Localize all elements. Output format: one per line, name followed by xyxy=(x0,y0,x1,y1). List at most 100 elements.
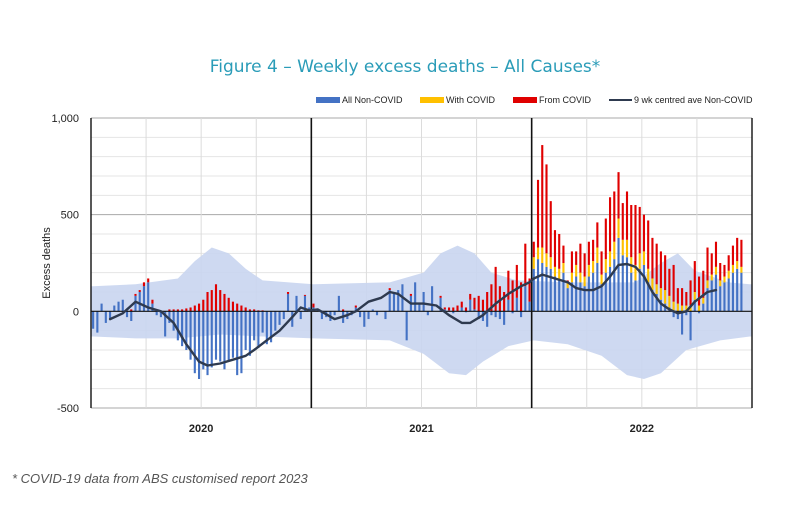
bar-non-covid xyxy=(117,301,120,312)
bar-with-covid xyxy=(549,257,552,269)
bar-non-covid xyxy=(367,311,370,320)
bar-non-covid xyxy=(541,263,544,312)
bar-with-covid xyxy=(693,292,696,300)
bar-from-covid xyxy=(515,264,518,298)
bar-from-covid xyxy=(664,255,667,291)
bar-from-covid xyxy=(676,288,679,304)
bar-non-covid xyxy=(278,311,281,325)
bar-from-covid xyxy=(697,276,701,306)
bar-from-covid xyxy=(570,251,573,273)
bar-non-covid xyxy=(702,303,705,312)
bar-with-covid xyxy=(642,251,646,265)
x-tick-label: 2021 xyxy=(409,423,433,435)
bar-non-covid xyxy=(549,268,552,312)
bar-from-covid xyxy=(206,292,209,312)
bar-non-covid xyxy=(142,286,146,312)
bar-non-covid xyxy=(422,292,425,312)
bar-with-covid xyxy=(714,266,718,275)
bar-with-covid xyxy=(575,264,578,277)
bar-with-covid xyxy=(621,239,624,256)
bar-from-covid xyxy=(452,307,455,312)
bar-non-covid xyxy=(392,293,396,312)
bar-with-covid xyxy=(592,261,595,273)
bar-from-covid xyxy=(520,282,523,312)
bar-non-covid xyxy=(545,266,548,312)
footnote: * COVID-19 data from ABS customised repo… xyxy=(12,471,309,486)
bar-with-covid xyxy=(604,259,607,273)
bar-non-covid xyxy=(579,282,582,312)
bar-non-covid xyxy=(515,297,518,312)
bar-from-covid xyxy=(248,309,251,312)
bar-from-covid xyxy=(642,214,646,252)
bar-non-covid xyxy=(159,311,162,318)
bar-non-covid xyxy=(121,299,124,312)
average-line xyxy=(108,262,718,367)
bar-from-covid xyxy=(672,264,675,302)
bar-non-covid xyxy=(469,299,472,312)
bar-non-covid xyxy=(371,309,374,312)
bar-non-covid xyxy=(125,311,129,318)
bar-from-covid xyxy=(236,303,239,312)
bar-non-covid xyxy=(634,280,637,312)
bar-from-covid xyxy=(613,191,616,242)
bar-non-covid xyxy=(219,311,222,362)
bar-non-covid xyxy=(214,311,218,360)
bar-non-covid xyxy=(100,303,103,312)
bar-from-covid xyxy=(668,268,671,296)
bar-non-covid xyxy=(617,237,620,312)
bar-from-covid xyxy=(312,303,315,308)
bar-from-covid xyxy=(604,218,607,260)
bar-from-covid xyxy=(447,307,451,311)
bar-from-covid xyxy=(702,270,705,298)
bar-non-covid xyxy=(274,311,277,331)
bar-non-covid xyxy=(168,311,171,323)
bar-non-covid xyxy=(439,297,442,312)
bar-from-covid xyxy=(524,243,527,287)
bar-non-covid xyxy=(384,311,387,320)
bar-with-covid xyxy=(634,264,637,281)
bar-from-covid xyxy=(723,264,726,277)
bar-from-covid xyxy=(731,245,734,265)
bar-non-covid xyxy=(185,311,188,350)
bars xyxy=(92,145,743,379)
bar-from-covid xyxy=(223,293,226,312)
bar-non-covid xyxy=(604,272,607,312)
bar-from-covid xyxy=(681,288,684,306)
bar-non-covid xyxy=(176,311,179,341)
bar-non-covid xyxy=(528,301,531,312)
bar-from-covid xyxy=(596,222,599,248)
bar-from-covid xyxy=(303,294,307,296)
bar-non-covid xyxy=(202,311,205,370)
bar-from-covid xyxy=(227,297,230,312)
bar-with-covid xyxy=(736,261,739,269)
bar-non-covid xyxy=(486,311,489,327)
bar-from-covid xyxy=(185,308,188,312)
bar-non-covid xyxy=(592,272,595,312)
bar-non-covid xyxy=(511,311,514,314)
bar-with-covid xyxy=(681,305,684,312)
expected-range-band xyxy=(91,245,752,379)
bar-with-covid xyxy=(676,303,679,312)
bar-with-covid xyxy=(541,247,544,263)
bar-from-covid xyxy=(473,297,476,310)
bar-from-covid xyxy=(608,197,612,252)
bar-with-covid xyxy=(672,301,675,312)
y-tick-label: -500 xyxy=(57,403,79,415)
legend-label-from-covid: From COVID xyxy=(539,95,592,105)
chart-title: Figure 4 – Weekly excess deaths – All Ca… xyxy=(210,57,601,77)
bar-non-covid xyxy=(681,311,684,335)
bar-with-covid xyxy=(719,280,722,287)
bar-non-covid xyxy=(248,311,251,356)
axes-frame xyxy=(90,118,753,408)
bar-from-covid xyxy=(647,220,650,269)
bar-non-covid xyxy=(337,295,340,312)
bar-non-covid xyxy=(253,311,256,341)
bar-from-covid xyxy=(651,237,654,279)
bar-non-covid xyxy=(562,272,565,312)
bar-non-covid xyxy=(189,311,192,360)
bar-non-covid xyxy=(524,286,527,312)
bar-non-covid xyxy=(359,311,362,318)
bar-from-covid xyxy=(579,243,582,273)
bar-non-covid xyxy=(282,311,285,320)
bar-non-covid xyxy=(231,311,235,358)
